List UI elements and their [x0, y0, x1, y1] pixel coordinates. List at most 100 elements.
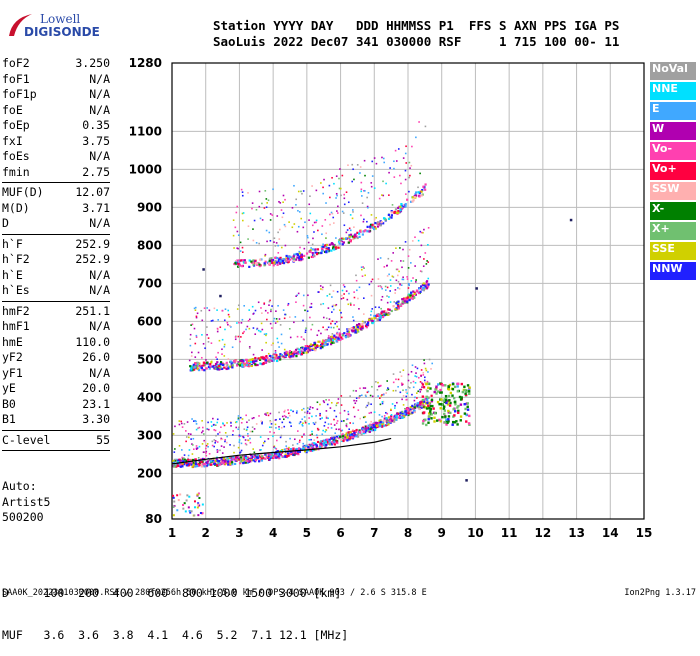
echo-point [214, 441, 216, 444]
echo-point [328, 443, 332, 446]
param-row: yF2 26.0 [2, 350, 110, 366]
param-separator [2, 450, 110, 451]
echo-point [246, 426, 249, 429]
echo-point [374, 426, 377, 429]
echo-point [427, 285, 430, 288]
echo-point [289, 336, 292, 339]
echo-point [348, 234, 351, 237]
echo-point [391, 419, 394, 422]
echo-point [226, 460, 230, 463]
echo-point [396, 300, 399, 304]
echo-point [370, 420, 372, 423]
echo-point [275, 242, 278, 244]
echo-point [192, 463, 196, 466]
echo-point [328, 438, 331, 441]
echo-point [335, 415, 338, 418]
param-value: 55 [96, 432, 110, 447]
echo-point [201, 368, 204, 371]
echo-point [233, 444, 235, 447]
echo-point [440, 391, 443, 394]
echo-point [405, 193, 407, 195]
echo-point [316, 248, 320, 251]
echo-point [301, 192, 303, 195]
echo-point [335, 404, 338, 407]
echo-point [422, 282, 425, 285]
echo-point [425, 369, 428, 372]
echo-point [341, 333, 345, 336]
echo-point [353, 226, 355, 228]
echo-point [342, 439, 345, 443]
echo-point [443, 405, 446, 408]
param-row: hmF2 251.1 [2, 304, 110, 320]
echo-point [279, 259, 282, 263]
echo-point [371, 428, 374, 432]
echo-point [405, 412, 408, 415]
echo-point [235, 262, 239, 265]
echo-point [261, 444, 264, 447]
echo-point [268, 304, 270, 306]
echo-point [210, 425, 213, 428]
echo-point [351, 235, 355, 238]
echo-point [185, 430, 187, 432]
echo-point [321, 288, 324, 291]
echo-point [394, 292, 396, 294]
echo-point [231, 364, 234, 367]
echo-point [298, 441, 301, 443]
echo-point [201, 503, 204, 506]
echo-point [311, 323, 314, 326]
echo-point [279, 258, 281, 261]
echo-point [355, 400, 358, 402]
echo-point [306, 348, 309, 351]
echo-point [243, 259, 246, 262]
echo-point [176, 494, 179, 497]
y-tick-label: 600 [137, 314, 162, 328]
echo-point [293, 438, 296, 441]
echo-point [424, 402, 427, 405]
echo-point [373, 314, 376, 318]
echo-point [216, 309, 218, 311]
echo-point [361, 195, 363, 197]
echo-point [184, 510, 187, 513]
echo-point [241, 191, 244, 193]
echo-point [318, 345, 321, 347]
echo-point [281, 421, 284, 424]
echo-point [423, 284, 426, 287]
echo-point [423, 258, 425, 260]
legend-item-x: X+ [650, 222, 696, 240]
echo-point [279, 418, 281, 420]
echo-point [200, 309, 203, 312]
echo-point [341, 337, 344, 340]
echo-point [331, 296, 333, 298]
echo-point [205, 464, 209, 467]
param-value: 20.0 [82, 381, 110, 395]
echo-point [267, 352, 270, 355]
echo-point [216, 459, 219, 462]
echo-point [309, 249, 312, 252]
echo-point [393, 210, 396, 214]
echo-point [253, 451, 256, 454]
echo-point [187, 457, 189, 460]
echo-point [329, 196, 331, 199]
echo-point [291, 351, 294, 353]
echo-point [351, 430, 354, 432]
echo-point [335, 321, 338, 323]
echo-point [283, 414, 286, 417]
echo-point [408, 284, 411, 287]
echo-point [338, 242, 341, 245]
echo-point [402, 276, 404, 279]
echo-point [301, 425, 304, 427]
echo-point [316, 446, 319, 449]
echo-point [288, 328, 291, 330]
echo-point [447, 394, 451, 398]
echo-point [406, 410, 409, 413]
echo-point [194, 356, 197, 358]
echo-point [361, 233, 364, 236]
echo-point [409, 297, 412, 300]
echo-point [282, 418, 285, 421]
echo-point [324, 441, 327, 444]
echo-point [375, 162, 378, 165]
echo-point [309, 444, 312, 448]
echo-point [429, 410, 432, 413]
echo-point [226, 363, 229, 367]
echo-point [426, 389, 429, 393]
